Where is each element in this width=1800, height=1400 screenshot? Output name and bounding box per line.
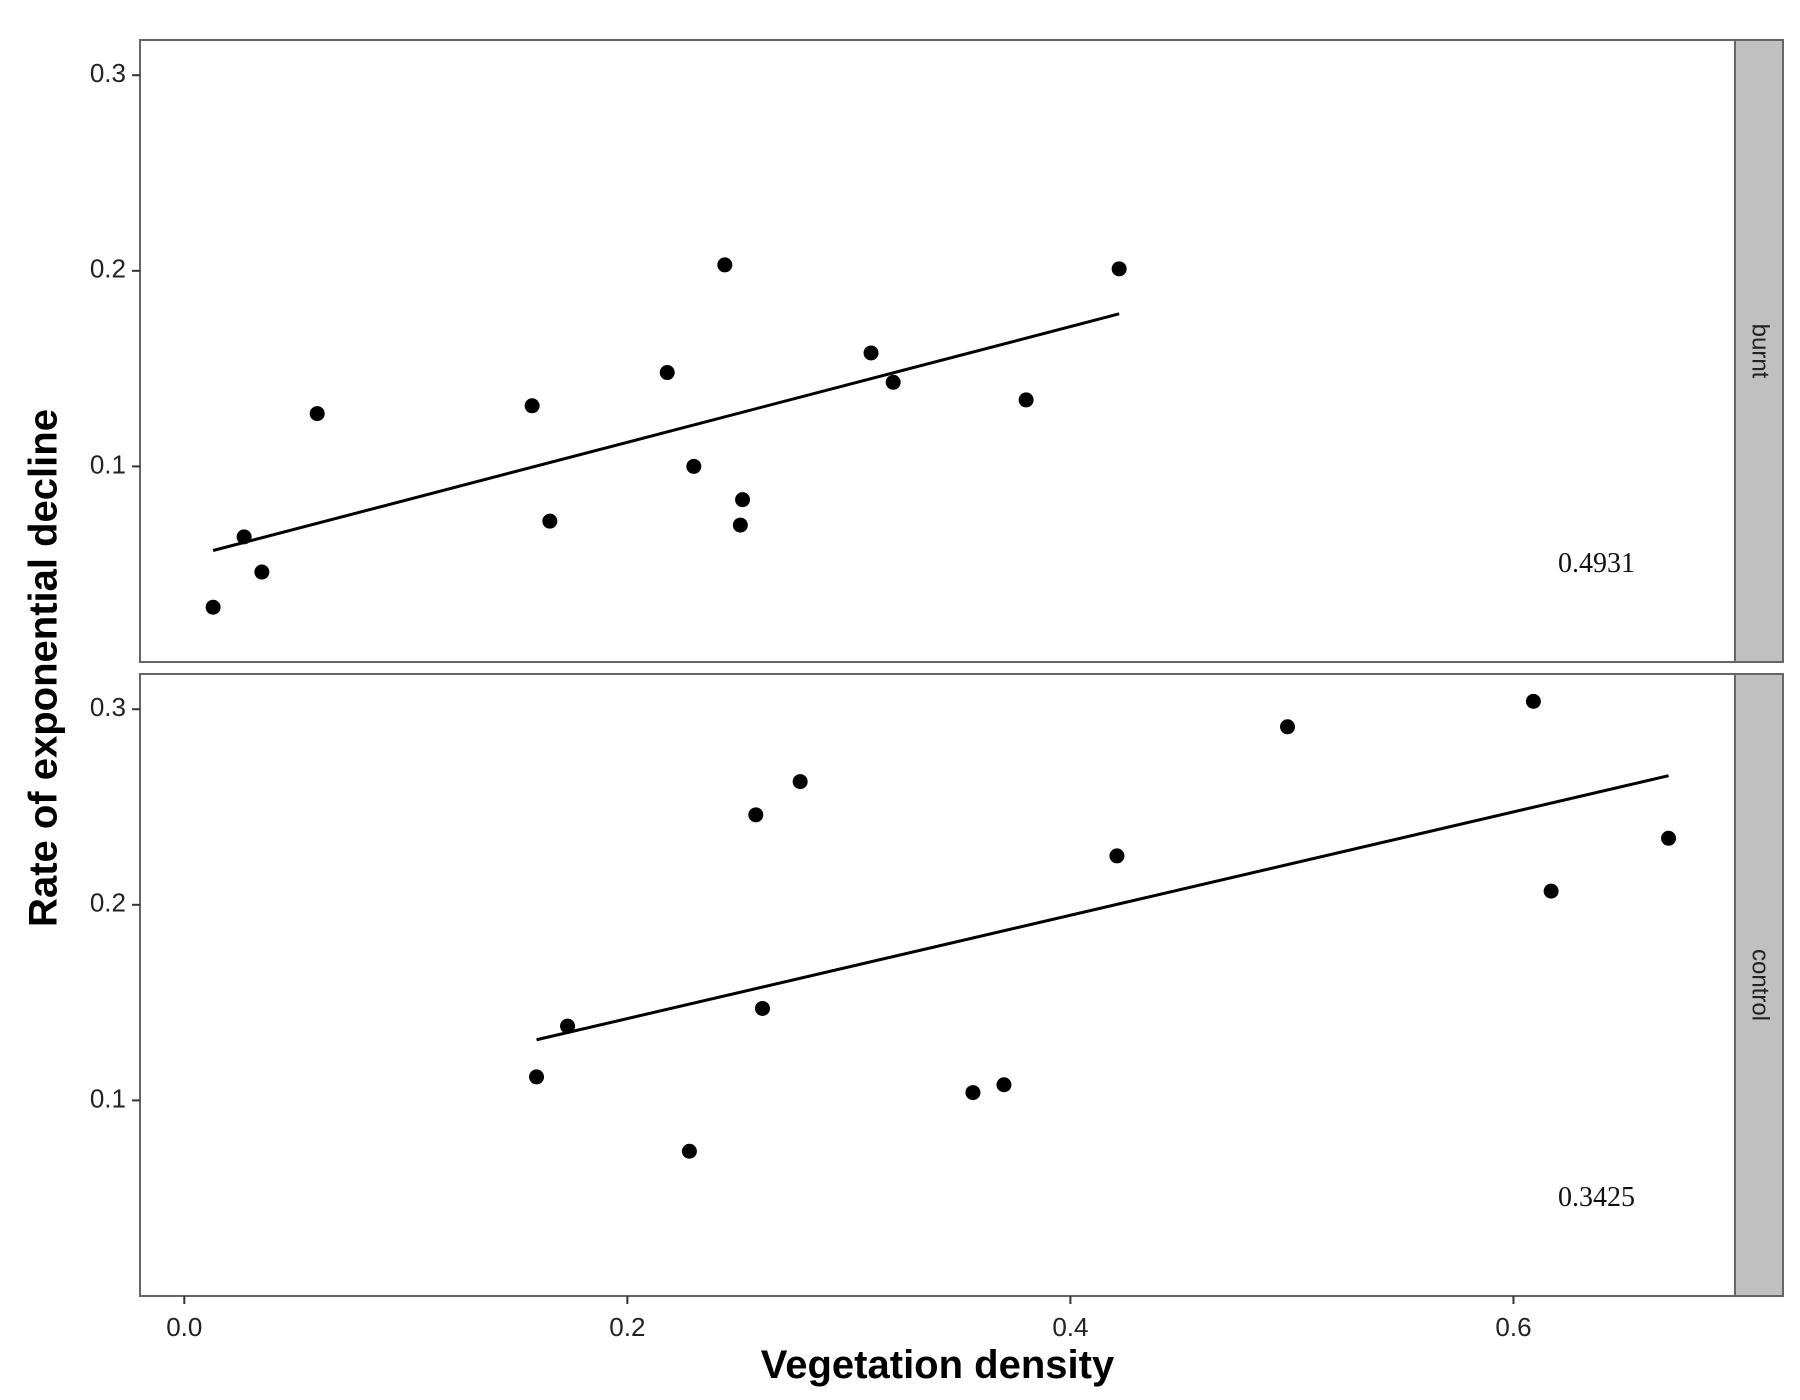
y-tick-label: 0.1 [90, 449, 126, 479]
facet-strip [1734, 39, 1784, 663]
data-point [560, 1018, 576, 1034]
data-point [1109, 848, 1125, 864]
x-axis-title: Vegetation density [761, 1343, 1115, 1387]
facet-annotation: 0.4931 [1558, 548, 1635, 579]
facet-panel-burnt: burnt 0.1 0.2 0.3 0.4931 [90, 39, 1784, 663]
panel-border [139, 673, 1736, 1297]
data-point [792, 774, 808, 790]
data-point [1018, 392, 1034, 408]
facet-strip [1734, 673, 1784, 1297]
facet-annotation: 0.3425 [1558, 1182, 1635, 1213]
facet-strip-label: control [1747, 949, 1774, 1021]
data-point [1280, 719, 1296, 735]
data-point [717, 257, 733, 273]
data-point [732, 517, 748, 533]
y-tick-label: 0.3 [90, 58, 126, 88]
y-tick-label: 0.1 [90, 1083, 126, 1113]
data-point [748, 807, 764, 823]
facet-strip-label: burnt [1747, 324, 1774, 379]
y-axis-title: Rate of exponential decline [22, 409, 66, 927]
x-tick-label: 0.6 [1495, 1312, 1531, 1342]
data-point [542, 513, 558, 529]
y-tick-label: 0.3 [90, 692, 126, 722]
facet-panels: burnt 0.1 0.2 0.3 0.4931 control 0.1 0.2 0.3 0.34… [90, 39, 1784, 1297]
data-point [686, 458, 702, 474]
data-point [996, 1077, 1012, 1093]
data-point [205, 599, 221, 615]
facet-panel-control: control 0.1 0.2 0.3 0.3425 [90, 673, 1784, 1297]
data-point [659, 365, 675, 381]
data-point [754, 1000, 770, 1016]
data-point [681, 1143, 697, 1159]
data-point [1525, 693, 1541, 709]
y-tick-label: 0.2 [90, 254, 126, 284]
data-point [1543, 883, 1559, 899]
data-point [885, 374, 901, 390]
data-point [965, 1085, 981, 1101]
fit-line [212, 312, 1120, 552]
data-point [529, 1069, 545, 1085]
data-point [236, 529, 252, 545]
data-point [524, 398, 540, 414]
y-tick-label: 0.2 [90, 888, 126, 918]
data-point [735, 492, 751, 508]
data-point [254, 564, 270, 580]
data-point [863, 345, 879, 361]
x-tick-label: 0.0 [166, 1312, 202, 1342]
data-point [309, 406, 325, 422]
x-tick-label: 0.4 [1052, 1312, 1088, 1342]
data-point [1111, 261, 1127, 277]
fit-line [536, 774, 1669, 1042]
data-point [1661, 830, 1677, 846]
x-tick-label: 0.2 [609, 1312, 645, 1342]
panel-border [139, 39, 1736, 663]
x-axis: 0.0 0.2 0.4 0.6 [166, 1296, 1532, 1342]
